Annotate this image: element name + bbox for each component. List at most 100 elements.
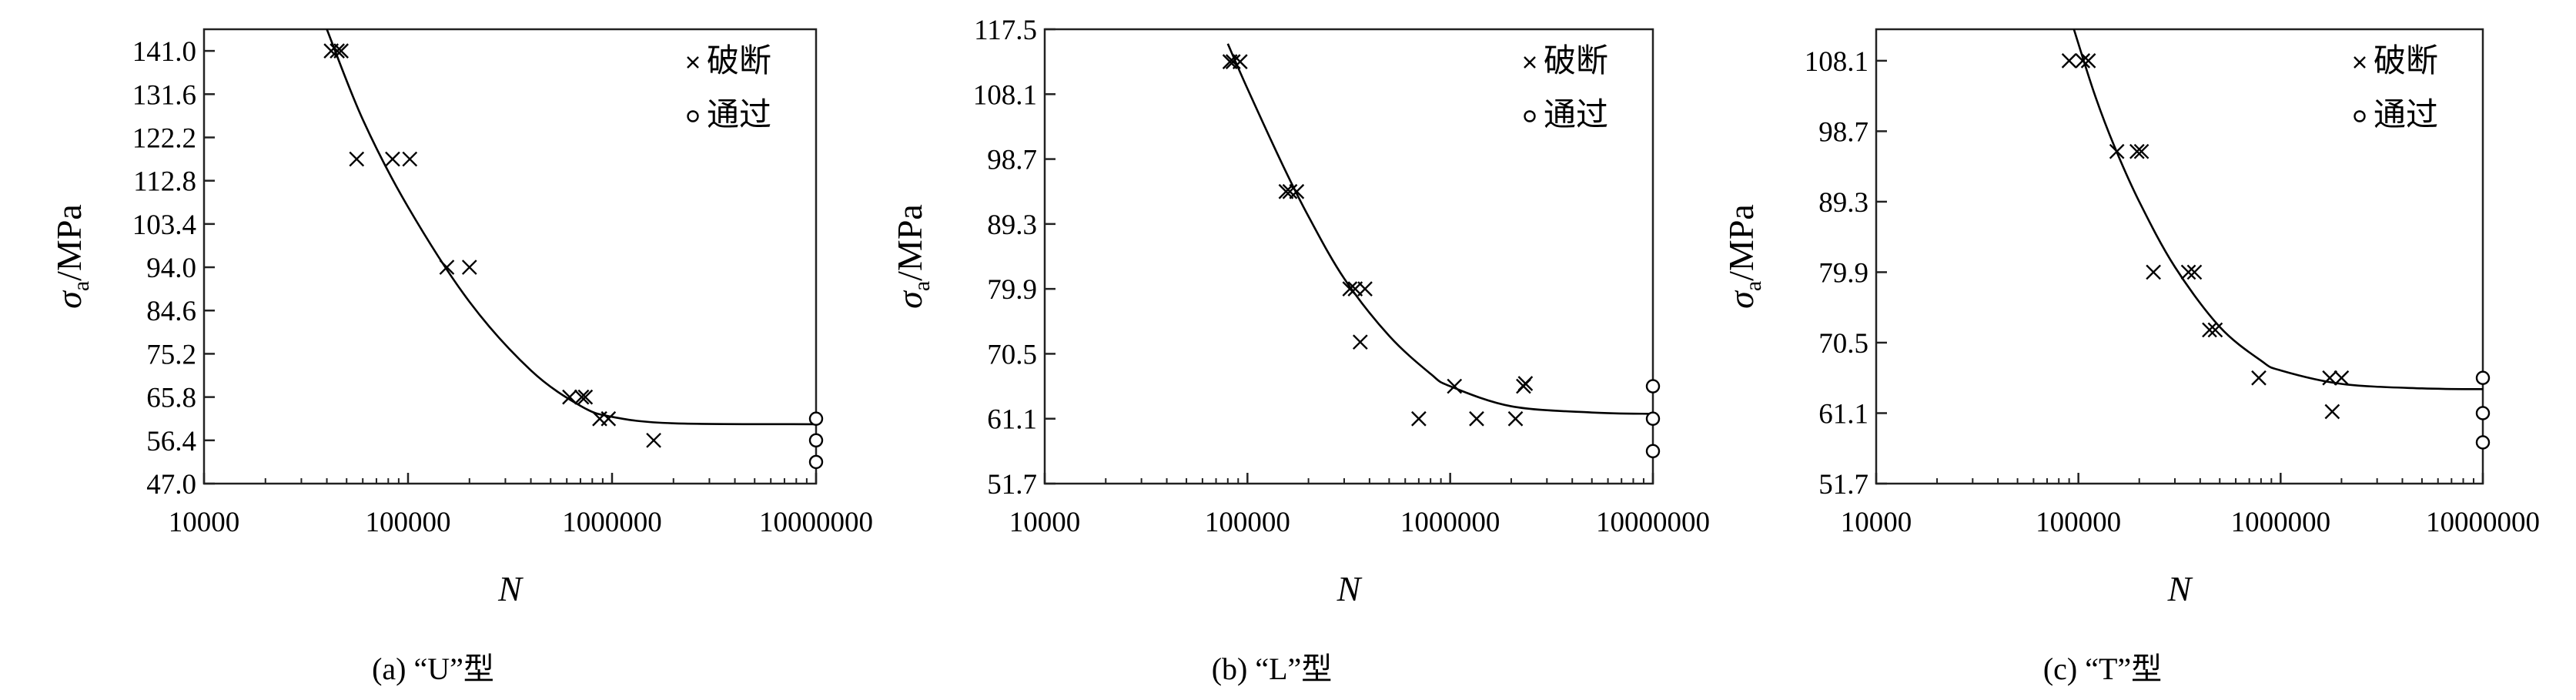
passed-point [2475, 370, 2491, 385]
y-axis-label: σa/MPa [890, 204, 935, 309]
broken-point [2324, 404, 2340, 420]
x-tick-label: 10000 [1841, 507, 1912, 538]
panel-caption: (a) “U”型 [372, 651, 494, 686]
broken-point [2080, 53, 2096, 69]
y-tick-label: 89.3 [1818, 187, 1868, 219]
passed-point [808, 411, 824, 426]
broken-point [574, 389, 590, 405]
broken-point [1447, 378, 1463, 394]
passed-point [808, 433, 824, 448]
broken-point [1469, 410, 1484, 427]
legend-passed-marker [2354, 110, 2366, 122]
fit-curve [326, 29, 816, 426]
x-axis-label: N [497, 569, 524, 608]
y-tick-label: 94.0 [146, 253, 196, 284]
y-tick-label: 89.3 [987, 209, 1037, 241]
y-tick-label: 108.1 [973, 79, 1037, 111]
y-tick-label: 75.2 [146, 339, 196, 370]
broken-point [333, 43, 349, 59]
broken-point [330, 43, 345, 59]
broken-point [2129, 143, 2145, 159]
passed-point [2475, 435, 2491, 450]
y-tick-label: 131.6 [132, 79, 196, 111]
chart-panel-1: 51.7 61.1 70.5 79.9 89.3 98.7 108.1 117.5 10000 1… [890, 15, 1710, 686]
legend-passed-marker [1524, 110, 1536, 122]
passed-point [1645, 411, 1661, 426]
legend-broken-label: 破断 [2374, 44, 2438, 79]
broken-point [349, 151, 365, 167]
x-tick-label: 10000000 [2426, 507, 2540, 538]
legend-passed-label: 通过 [1544, 98, 1608, 133]
y-tick-label: 84.6 [146, 296, 196, 327]
broken-point [646, 432, 661, 448]
x-tick-label: 10000000 [759, 507, 873, 538]
x-tick-label: 100000 [2036, 507, 2121, 538]
legend-passed-label: 通过 [707, 98, 771, 133]
broken-point [1517, 376, 1534, 391]
y-tick-label: 117.5 [974, 15, 1037, 46]
panel-caption: (c) “T”型 [2043, 651, 2162, 686]
broken-point [1225, 54, 1241, 69]
y-tick-label: 122.2 [132, 122, 196, 154]
x-axis-label: N [1337, 569, 1363, 608]
broken-point [2180, 264, 2196, 280]
y-tick-label: 56.4 [146, 426, 196, 457]
broken-point [2251, 370, 2267, 386]
y-tick-label: 112.8 [133, 166, 196, 198]
y-tick-label: 70.5 [1818, 328, 1868, 360]
y-tick-label: 47.0 [146, 469, 196, 501]
y-tick-label: 61.1 [1818, 398, 1868, 430]
plot-frame [1875, 28, 2484, 485]
passed-point [2475, 406, 2491, 420]
broken-point [2075, 53, 2091, 69]
broken-point [2207, 322, 2223, 338]
broken-point [402, 151, 418, 167]
broken-point [1282, 183, 1298, 199]
y-tick-label: 79.9 [1818, 257, 1868, 289]
legend-broken-marker [1524, 56, 1536, 69]
broken-point [562, 389, 577, 405]
y-tick-label: 51.7 [1818, 469, 1868, 501]
plot-frame [1043, 28, 1654, 485]
y-axis-label: σa/MPa [1721, 204, 1766, 309]
y-tick-label: 98.7 [1818, 116, 1868, 148]
broken-point [2061, 53, 2077, 69]
legend-broken-label: 破断 [1544, 44, 1608, 79]
broken-point [1411, 410, 1427, 427]
passed-point [808, 454, 824, 470]
panel-caption: (b) “L”型 [1212, 651, 1333, 686]
legend-passed-label: 通过 [2374, 98, 2438, 133]
broken-point [1507, 410, 1524, 427]
y-tick-label: 51.7 [987, 469, 1037, 501]
y-tick-label: 70.5 [987, 339, 1037, 370]
broken-point [2202, 322, 2217, 338]
broken-point [1357, 281, 1373, 296]
x-tick-label: 10000000 [1596, 507, 1710, 538]
x-tick-label: 1000000 [1400, 507, 1500, 538]
passed-point [1645, 379, 1661, 394]
broken-point [2186, 264, 2203, 280]
broken-point [439, 260, 455, 275]
x-tick-label: 10000 [1009, 507, 1081, 538]
x-tick-label: 1000000 [2231, 507, 2331, 538]
chart-panel-2: 51.7 61.1 70.5 79.9 89.3 98.7 108.1 10000 100000… [1721, 28, 2540, 686]
fit-curve [1226, 43, 1653, 415]
broken-point [2146, 264, 2161, 280]
y-tick-label: 61.1 [987, 404, 1037, 436]
x-tick-label: 100000 [366, 507, 451, 538]
broken-point [577, 389, 594, 405]
broken-point [2133, 143, 2149, 159]
legend-passed-marker [687, 110, 699, 122]
broken-point [1278, 183, 1294, 199]
y-tick-label: 98.7 [987, 145, 1037, 176]
broken-point [1232, 54, 1248, 69]
x-tick-label: 10000 [169, 507, 240, 538]
y-tick-label: 103.4 [132, 209, 196, 241]
y-tick-label: 65.8 [146, 383, 196, 414]
broken-point [1342, 281, 1358, 296]
broken-point [1352, 334, 1368, 350]
broken-point [601, 410, 617, 427]
y-tick-label: 141.0 [132, 36, 196, 68]
broken-point [385, 151, 400, 167]
